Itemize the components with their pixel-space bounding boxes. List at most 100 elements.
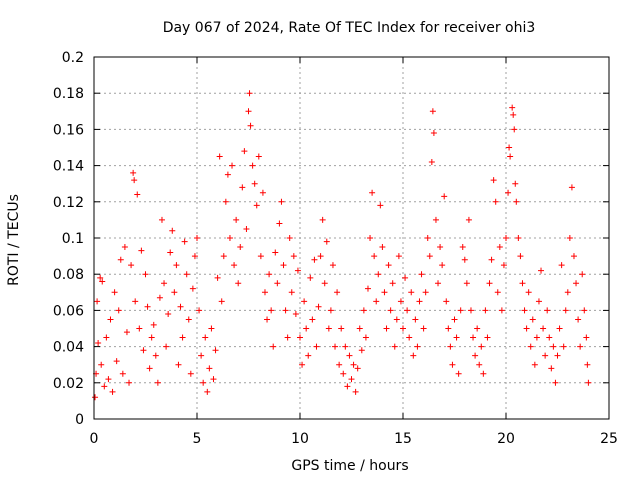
y-tick-label: 0.08	[53, 267, 84, 283]
data-point	[467, 307, 474, 314]
data-point	[301, 298, 308, 305]
data-point	[348, 376, 355, 383]
data-point	[410, 352, 417, 359]
data-point	[428, 158, 435, 165]
data-point	[490, 177, 497, 184]
data-point	[202, 334, 209, 341]
data-point	[474, 325, 481, 332]
data-point	[404, 307, 411, 314]
data-point	[521, 307, 528, 314]
data-point	[422, 289, 429, 296]
data-point	[194, 235, 200, 241]
data-point	[441, 193, 448, 200]
y-tick-label: 0	[75, 412, 84, 428]
data-point	[196, 307, 203, 314]
data-point	[327, 307, 334, 314]
data-point	[389, 280, 396, 287]
data-point	[239, 184, 246, 191]
data-point	[294, 267, 301, 274]
data-point	[562, 307, 569, 314]
data-point	[354, 365, 361, 372]
grid	[94, 57, 609, 419]
data-point	[222, 198, 229, 205]
data-point	[226, 235, 233, 241]
data-point	[496, 244, 503, 251]
data-point	[542, 352, 549, 359]
data-point	[233, 216, 240, 223]
data-point	[435, 280, 442, 287]
data-point	[412, 316, 419, 323]
data-point	[510, 111, 517, 118]
data-point	[107, 316, 114, 323]
data-point	[503, 235, 509, 241]
y-tick-label: 0.14	[53, 159, 84, 175]
data-point	[286, 235, 293, 241]
data-point	[119, 370, 126, 377]
data-point	[311, 256, 318, 263]
data-point	[472, 352, 479, 359]
data-point	[315, 303, 322, 310]
data-point	[321, 280, 328, 287]
data-point	[216, 153, 223, 160]
data-point	[98, 361, 105, 368]
data-point	[564, 289, 571, 296]
data-point	[131, 177, 138, 184]
data-point	[364, 285, 371, 292]
data-point	[342, 343, 349, 350]
data-point	[150, 321, 157, 328]
x-tick-label: 10	[291, 431, 309, 447]
data-point	[461, 256, 468, 263]
data-point	[99, 278, 106, 285]
data-point	[101, 383, 108, 390]
data-point	[183, 271, 190, 278]
data-point	[429, 108, 436, 115]
data-point	[356, 325, 363, 332]
data-point	[253, 202, 260, 209]
x-tick-label: 0	[90, 431, 99, 447]
data-point	[352, 388, 359, 395]
data-point	[95, 339, 102, 346]
data-point	[249, 162, 256, 169]
data-point	[270, 343, 277, 350]
data-point	[437, 244, 444, 251]
data-point	[449, 361, 456, 368]
data-point	[167, 249, 174, 256]
data-point	[284, 334, 291, 341]
data-point	[529, 316, 536, 323]
data-point	[463, 280, 470, 287]
data-point	[391, 343, 398, 350]
data-point	[245, 108, 252, 115]
data-point	[177, 303, 184, 310]
data-point	[552, 379, 559, 386]
data-point	[570, 253, 577, 260]
data-point	[156, 294, 163, 301]
data-point	[560, 343, 567, 350]
data-point	[584, 361, 591, 368]
data-point	[130, 169, 137, 176]
data-point	[317, 253, 324, 260]
data-point	[336, 361, 343, 368]
data-point	[212, 347, 219, 354]
x-tick-label: 25	[600, 431, 618, 447]
data-point	[290, 253, 297, 260]
data-point	[189, 285, 196, 292]
data-point	[332, 343, 339, 350]
data-point	[414, 343, 421, 350]
data-point	[406, 334, 413, 341]
data-point	[163, 343, 170, 350]
data-point	[494, 289, 501, 296]
data-point	[282, 307, 289, 314]
data-point	[498, 307, 505, 314]
data-point	[103, 334, 110, 341]
data-point	[255, 153, 262, 160]
data-point	[154, 379, 161, 386]
data-point	[158, 216, 165, 223]
data-point	[123, 329, 130, 336]
data-point	[476, 361, 483, 368]
x-tick-label: 5	[193, 431, 202, 447]
data-point	[420, 325, 427, 332]
data-point	[161, 280, 168, 287]
data-point	[280, 262, 287, 269]
data-point	[121, 244, 128, 251]
data-point	[344, 383, 351, 390]
